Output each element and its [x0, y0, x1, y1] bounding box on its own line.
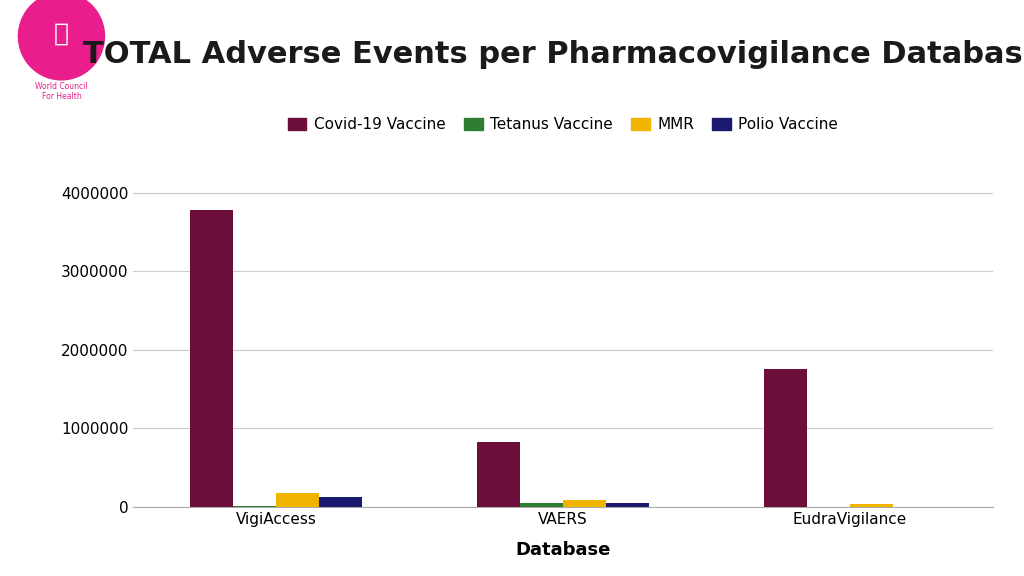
Bar — [190, 210, 233, 507]
Bar — [477, 442, 520, 507]
Text: ✋: ✋ — [54, 21, 69, 45]
Bar — [764, 369, 807, 507]
Text: TOTAL Adverse Events per Pharmacovigilance Database: TOTAL Adverse Events per Pharmacovigilan… — [83, 40, 1024, 69]
Bar — [606, 502, 649, 507]
X-axis label: Database: Database — [515, 541, 611, 559]
Bar — [276, 493, 319, 507]
Bar — [319, 497, 362, 507]
Bar — [520, 503, 563, 507]
Bar — [563, 500, 606, 507]
Text: World Council
For Health: World Council For Health — [35, 82, 88, 101]
Circle shape — [18, 0, 104, 80]
Bar — [233, 506, 276, 507]
Bar — [850, 504, 893, 507]
Legend: Covid-19 Vaccine, Tetanus Vaccine, MMR, Polio Vaccine: Covid-19 Vaccine, Tetanus Vaccine, MMR, … — [282, 111, 845, 139]
